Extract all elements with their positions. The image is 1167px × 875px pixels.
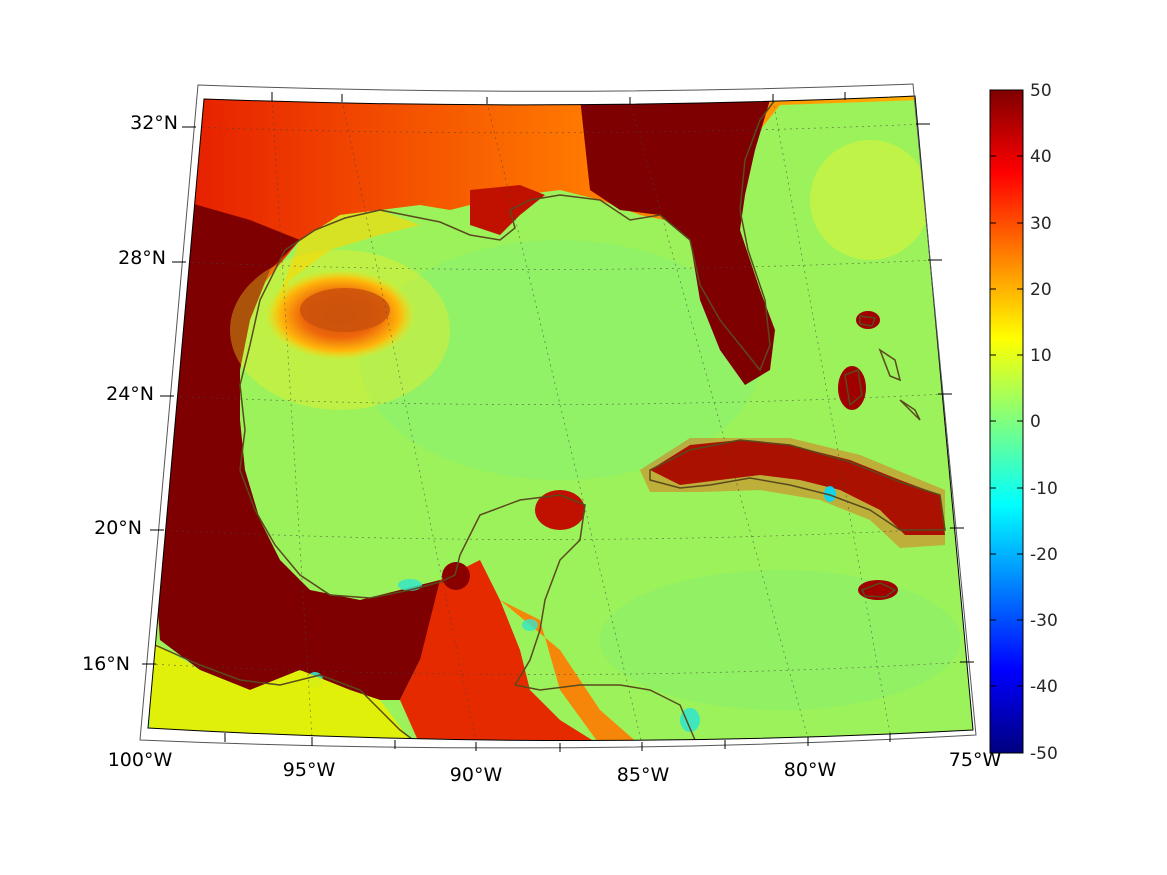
jamaica-coast <box>860 582 897 598</box>
caribbean-greenish-patch <box>600 570 960 710</box>
central-america-coast <box>514 684 696 741</box>
graticule <box>149 98 966 741</box>
lat-labels: 32°N 28°N 24°N 20°N 16°N <box>82 112 178 675</box>
campeche-hotspot <box>442 562 470 590</box>
lon-label-75w: 75°W <box>949 749 1002 771</box>
lon-label-100w: 100°W <box>108 749 173 771</box>
colorbar-label-minus50: -50 <box>1030 744 1058 764</box>
graticule-lon-90 <box>341 99 477 741</box>
bahamas-coast <box>844 315 921 421</box>
mexico-west-dark-red <box>150 200 470 700</box>
lat-label-16: 16°N <box>82 653 130 675</box>
graticule-lat-20 <box>157 527 956 540</box>
colorbar-label-30: 30 <box>1030 214 1052 234</box>
graticule-lat-28 <box>179 259 936 270</box>
cyan-spot-3 <box>680 708 700 732</box>
graticule-lon-80 <box>629 101 809 739</box>
map-frame-outer <box>139 83 977 749</box>
western-gulf-yellow-halo <box>230 250 450 410</box>
colorbar-ticks <box>990 155 1023 687</box>
cyan-spot-1 <box>398 579 422 591</box>
cuba-coast <box>649 439 946 531</box>
pacific-coast <box>154 644 421 741</box>
map-frame-inner <box>147 95 974 742</box>
map-field <box>148 96 973 741</box>
texas-coastal-fringe <box>270 210 420 320</box>
lon-label-80w: 80°W <box>784 759 837 781</box>
lon-labels: 100°W 95°W 90°W 85°W 80°W 75°W <box>108 749 1002 786</box>
coastlines <box>154 99 946 741</box>
western-gulf-eddy-core <box>300 288 390 332</box>
graticule-lat-32 <box>189 123 926 134</box>
lon-label-95w: 95°W <box>283 759 336 781</box>
lon-label-85w: 85°W <box>617 764 670 786</box>
colorbar-label-50: 50 <box>1030 81 1052 101</box>
central-america-yellow <box>150 640 410 740</box>
mexico-south-orange <box>500 600 640 741</box>
colorbar: 50 40 30 20 10 0 -10 -20 -30 -40 -50 <box>989 81 1058 764</box>
yucatan-hotspot <box>535 490 585 530</box>
graticule-lat-16 <box>149 661 966 675</box>
louisiana-red <box>470 185 545 235</box>
graticule-lon-85 <box>486 101 643 741</box>
graticule-lat-24 <box>167 393 946 405</box>
colorbar-label-minus10: -10 <box>1030 479 1058 499</box>
southeast-us-dark-red <box>580 98 775 385</box>
lat-label-20: 20°N <box>94 517 142 539</box>
lon-label-90w: 90°W <box>450 764 503 786</box>
colorbar-label-40: 40 <box>1030 147 1052 167</box>
cyan-spot-5 <box>522 619 538 631</box>
lat-label-24: 24°N <box>106 383 154 405</box>
colorbar-label-minus30: -30 <box>1030 611 1058 631</box>
frame-ticks <box>142 92 974 752</box>
us-gulf-coast <box>239 99 776 386</box>
mexico-gulf-coast <box>239 384 586 686</box>
colorbar-label-20: 20 <box>1030 280 1052 300</box>
cuba-dark-red <box>650 440 945 535</box>
cuba-red-halo <box>640 438 945 548</box>
colorbar-label-10: 10 <box>1030 346 1052 366</box>
colorbar-label-minus20: -20 <box>1030 545 1058 565</box>
lat-label-32: 32°N <box>130 112 178 134</box>
mexico-south-red <box>400 560 600 741</box>
atlantic-yellow-patch <box>810 140 930 260</box>
gulf-greenish-patch <box>360 240 760 480</box>
lat-label-28: 28°N <box>118 247 166 269</box>
map-frame <box>139 83 977 752</box>
cyan-spot-2 <box>824 486 836 502</box>
colorbar-label-minus40: -40 <box>1030 677 1058 697</box>
colorbar-label-0: 0 <box>1030 412 1041 432</box>
